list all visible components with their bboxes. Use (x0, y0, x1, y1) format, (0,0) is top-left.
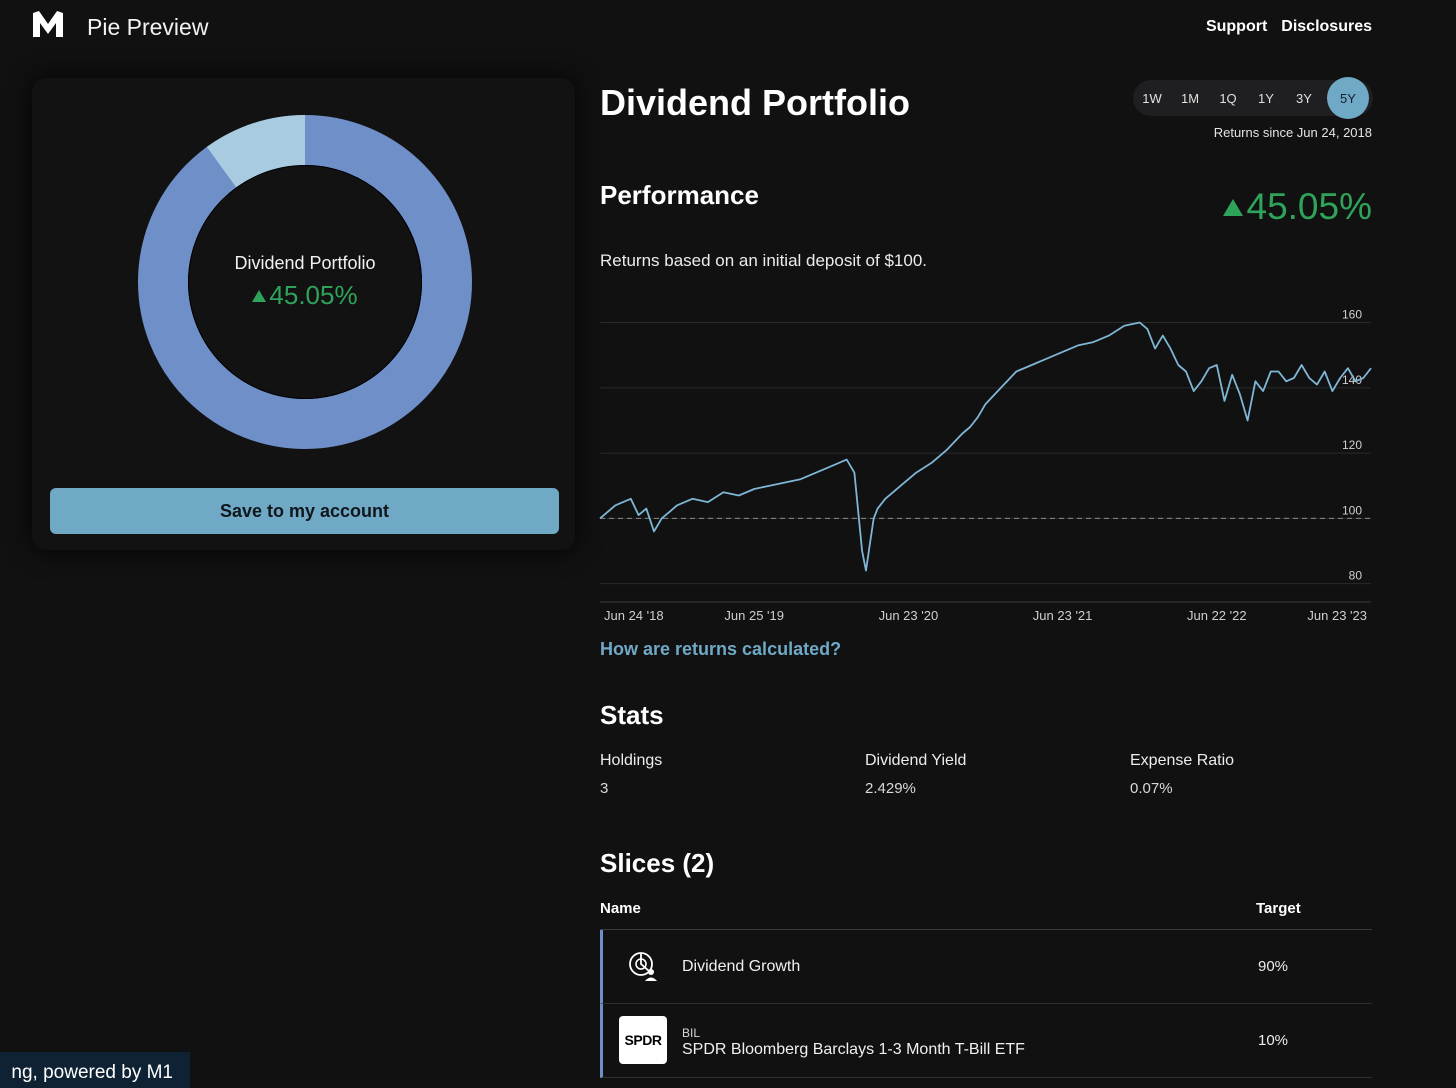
range-tab-1m[interactable]: 1M (1180, 90, 1200, 106)
stat-label: Dividend Yield (865, 752, 967, 769)
slices-heading: Slices (2) (600, 848, 715, 878)
x-tick-label: Jun 24 '18 (604, 608, 664, 623)
how-returns-calculated-link[interactable]: How are returns calculated? (600, 639, 842, 659)
stat-dividend-yield: Dividend Yield 2.429% (865, 752, 966, 797)
footer-banner[interactable]: ng, powered by M1 (0, 1052, 190, 1088)
y-tick-label: 80 (1349, 569, 1363, 583)
stat-label: Expense Ratio (1130, 752, 1235, 769)
slice-name: SPDR Bloomberg Barclays 1-3 Month T-Bill… (682, 1041, 1025, 1058)
donut-hole (188, 165, 422, 399)
donut-center-label: Dividend Portfolio 45.05% (138, 115, 472, 449)
stat-label: Holdings (600, 752, 663, 769)
stat-value: 2.429% (865, 780, 916, 797)
performance-line-chart[interactable]: 80 100 120 140 160 Jun 24 '18 Jun 25 '19 Jun 23… (598, 298, 1374, 628)
spdr-logo-text: SPDR (624, 1032, 662, 1048)
col-header-name: Name (600, 900, 641, 917)
up-arrow-icon (1222, 198, 1243, 216)
slice-row-bil[interactable]: SPDR BIL SPDR Bloomberg Barclays 1-3 Mon… (600, 1004, 1372, 1078)
x-tick-label: Jun 23 '21 (1033, 608, 1093, 623)
col-header-target: Target (1256, 900, 1301, 917)
stat-value: 0.07% (1130, 780, 1173, 797)
stat-expense-ratio: Expense Ratio 0.07% (1130, 752, 1234, 797)
y-tick-label: 140 (1342, 373, 1362, 387)
range-tab-1q[interactable]: 1Q (1219, 90, 1237, 106)
time-range-selector: 1W 1M 1Q 1Y 3Y 5Y (1133, 77, 1373, 119)
x-tick-label: Jun 23 '20 (879, 608, 939, 623)
allocation-donut-chart (138, 115, 472, 449)
range-tab-1w[interactable]: 1W (1142, 90, 1162, 106)
top-nav: Support Disclosures (1206, 18, 1372, 36)
performance-description: Returns based on an initial deposit of $… (600, 251, 928, 270)
save-to-account-button[interactable]: Save to my account (50, 488, 559, 534)
up-arrow-icon (252, 289, 267, 302)
donut-return: 45.05% (252, 280, 358, 311)
series-line (599, 321, 1372, 572)
stats-heading: Stats (600, 700, 664, 730)
performance-heading: Performance (600, 180, 759, 210)
app-title: Pie Preview (87, 14, 209, 40)
slice-ticker: BIL (682, 1026, 701, 1040)
y-tick-label: 160 (1342, 308, 1362, 322)
stat-holdings: Holdings 3 (600, 752, 662, 797)
y-tick-label: 120 (1342, 438, 1362, 452)
x-tick-label: Jun 25 '19 (724, 608, 784, 623)
range-tab-3y[interactable]: 3Y (1296, 90, 1312, 106)
y-tick-label: 100 (1342, 503, 1362, 517)
portfolio-title: Dividend Portfolio (600, 82, 910, 123)
pie-card: Dividend Portfolio 45.05% Save to my acc… (32, 78, 575, 550)
donut-slice-bil[interactable] (138, 115, 472, 449)
stat-value: 3 (600, 780, 609, 797)
slice-target: 90% (1258, 958, 1289, 975)
pie-person-icon (619, 942, 667, 990)
slice-name: Dividend Growth (682, 958, 801, 975)
donut-portfolio-name: Dividend Portfolio (234, 253, 376, 273)
slice-target: 10% (1258, 1032, 1289, 1049)
slices-table-header: Name Target (600, 900, 1372, 930)
spdr-logo: SPDR (619, 1016, 667, 1064)
footer-banner-text: ng, powered by M1 (11, 1062, 173, 1083)
m1-logo-icon[interactable] (32, 10, 64, 38)
performance-return-value: 45.05% (1246, 186, 1373, 227)
returns-since-label: Returns since Jun 24, 2018 (1213, 125, 1372, 140)
donut-return-value: 45.05% (269, 280, 358, 310)
range-tab-1y[interactable]: 1Y (1258, 90, 1274, 106)
nav-support-link[interactable]: Support (1205, 18, 1268, 35)
range-tab-5y[interactable]: 5Y (1327, 77, 1369, 119)
x-tick-label: Jun 23 '23 (1307, 608, 1367, 623)
nav-disclosures-link[interactable]: Disclosures (1281, 18, 1372, 35)
x-tick-label: Jun 22 '22 (1187, 608, 1247, 623)
performance-return: 45.05% (1222, 186, 1373, 228)
slice-row-dividend-growth[interactable]: Dividend Growth 90% (600, 930, 1372, 1004)
